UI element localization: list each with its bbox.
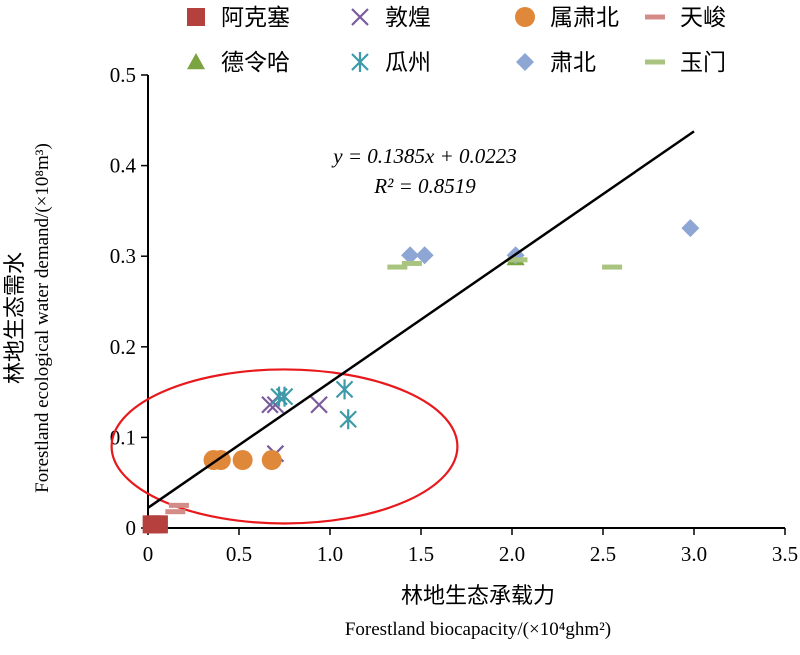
legend-marker <box>351 52 369 72</box>
legend-item: 天峻 <box>645 5 726 30</box>
x-tick-label: 3.5 <box>772 542 798 566</box>
legend-label: 玉门 <box>680 50 726 75</box>
y-tick-label: 0.2 <box>110 335 136 359</box>
legend-marker <box>187 8 205 26</box>
legend-item: 肃北 <box>516 50 596 75</box>
legend-item: 敦煌 <box>351 5 431 30</box>
x-tick-label: 1.0 <box>317 542 343 566</box>
legend-marker <box>351 8 369 26</box>
y-tick-label: 0.5 <box>110 63 136 87</box>
legend-item: 德令哈 <box>187 50 290 75</box>
series-group-0 <box>142 515 168 534</box>
x-axis-title-cn: 林地生态承载力 <box>401 583 555 608</box>
series-group-6 <box>165 502 189 515</box>
data-point <box>310 396 328 414</box>
x-tick-label: 2.0 <box>499 542 525 566</box>
x-tick-label: 1.5 <box>408 542 434 566</box>
data-point <box>275 386 294 407</box>
legend-item: 玉门 <box>645 50 726 75</box>
data-point <box>401 246 420 265</box>
data-point <box>232 450 253 471</box>
legend-marker <box>516 53 534 71</box>
legend-label: 天峻 <box>680 5 726 30</box>
data-point <box>681 219 700 238</box>
y-axis-title-cn: 林地生态需水 <box>2 252 27 384</box>
series-group-5 <box>401 219 700 265</box>
x-tick-label: 0 <box>143 542 154 566</box>
legend-item: 阿克塞 <box>187 5 290 30</box>
series-group-3 <box>270 379 357 430</box>
data-point <box>415 246 434 265</box>
y-tick-label: 0.3 <box>110 244 136 268</box>
legend-item: 属肃北 <box>515 5 619 30</box>
data-point <box>335 379 354 400</box>
legend-label: 阿克塞 <box>221 5 290 30</box>
legend-item: 瓜州 <box>351 50 431 75</box>
trendline <box>147 130 695 509</box>
legend-label: 属肃北 <box>550 5 619 30</box>
x-axis-title-en: Forestland biocapacity/(×10⁴ghm²) <box>345 619 611 640</box>
series-group-7 <box>387 257 623 270</box>
legend-label: 肃北 <box>550 50 596 75</box>
data-point <box>168 502 189 508</box>
data-point <box>387 264 408 270</box>
legend-label: 瓜州 <box>385 50 431 75</box>
trendline-equation: y = 0.1385x + 0.0223 <box>331 144 516 168</box>
data-point <box>401 260 422 266</box>
data-point <box>339 409 357 430</box>
legend-marker <box>515 7 535 27</box>
trendline-r2: R² = 0.8519 <box>373 174 476 198</box>
legend-marker <box>645 14 665 20</box>
legend-label: 敦煌 <box>385 5 431 30</box>
y-tick-label: 0.1 <box>110 425 136 449</box>
y-axis-title-en: Forestland ecological water demand/(×10⁸… <box>32 143 53 493</box>
x-tick-label: 2.5 <box>590 542 616 566</box>
data-point <box>261 450 282 471</box>
x-tick-label: 3.0 <box>681 542 707 566</box>
legend-label: 德令哈 <box>221 50 290 75</box>
data-point <box>507 257 528 263</box>
data-point <box>149 515 168 534</box>
y-tick-label: 0.4 <box>110 154 137 178</box>
legend-marker <box>645 59 665 65</box>
x-tick-label: 0.5 <box>226 542 252 566</box>
data-point <box>165 509 186 515</box>
data-point <box>602 264 623 270</box>
legend-marker <box>187 53 205 70</box>
y-tick-label: 0 <box>126 516 137 540</box>
highlight-ellipse <box>110 368 459 525</box>
